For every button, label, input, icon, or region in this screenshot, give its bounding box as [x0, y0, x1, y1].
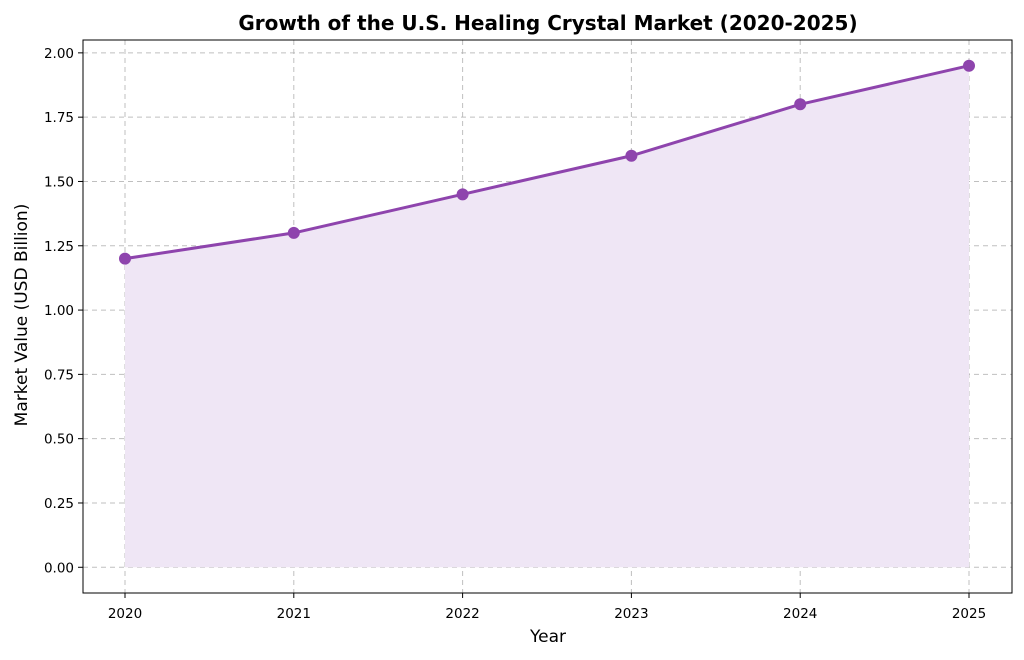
y-tick-label: 1.25: [44, 239, 74, 255]
plot-frame: [82, 39, 1013, 594]
y-tick-label: 1.50: [44, 174, 74, 190]
y-tick-label: 0.50: [44, 432, 74, 448]
data-point: [963, 59, 975, 72]
data-point: [287, 226, 300, 239]
x-tick-label: 2020: [108, 606, 142, 622]
x-tick-label: 2025: [952, 606, 986, 622]
x-tick-label: 2024: [783, 606, 817, 622]
data-point: [794, 98, 807, 111]
series-line-layer: [124, 64, 970, 261]
x-tick-label: 2023: [614, 606, 648, 622]
area-fill: [125, 65, 969, 568]
series-line: [124, 64, 970, 261]
data-point: [625, 149, 638, 162]
y-tick-label: 0.25: [44, 496, 74, 512]
x-axis-label: Year: [529, 627, 566, 647]
y-tick-label: 0.00: [44, 560, 74, 576]
y-tick-label: 1.75: [44, 110, 74, 126]
y-tick-label: 2.00: [44, 46, 74, 62]
axes: 0.00 0.25 0.50 0.75 1.00 1.25 1.50 1.75 2.00 2020…: [44, 39, 1013, 622]
data-point: [456, 188, 469, 201]
data-points: [119, 59, 975, 265]
y-axis-label: Market Value (USD Billion): [12, 204, 32, 427]
chart-title: Growth of the U.S. Healing Crystal Marke…: [238, 11, 857, 35]
x-tick-label: 2022: [445, 606, 479, 622]
x-tick-label: 2021: [277, 606, 311, 622]
y-tick-label: 1.00: [44, 303, 74, 319]
y-tick-label: 0.75: [44, 367, 74, 383]
area-fill-layer: [125, 65, 969, 568]
data-point: [119, 252, 131, 265]
